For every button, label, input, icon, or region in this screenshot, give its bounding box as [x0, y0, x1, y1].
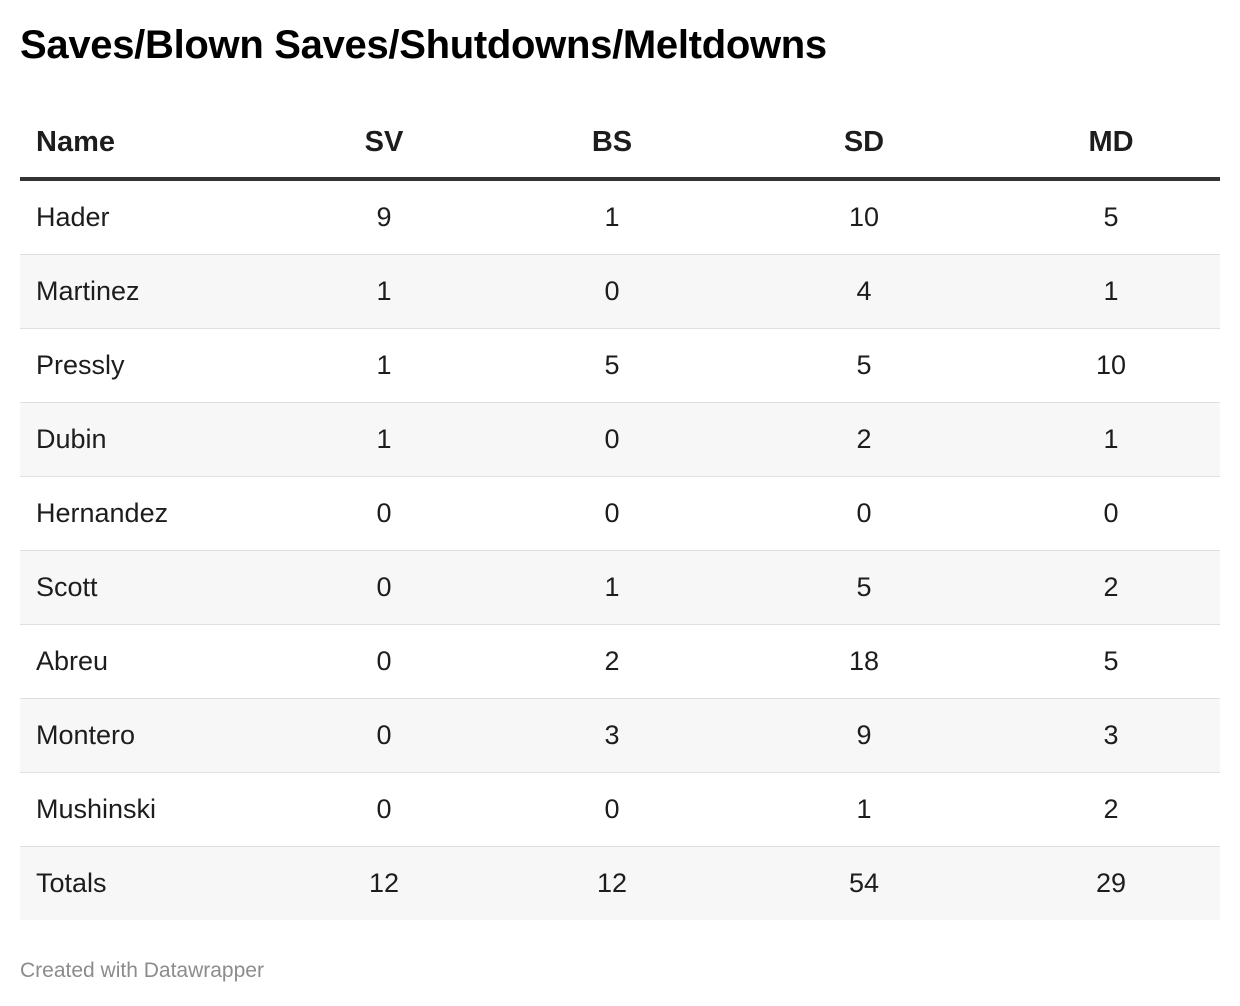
cell-sv: 1: [270, 254, 498, 329]
header-row: Name SV BS SD MD: [20, 107, 1220, 181]
table-row: Hader 9 1 10 5: [20, 179, 1220, 255]
cell-bs: 1: [498, 179, 726, 255]
cell-name: Martinez: [20, 254, 270, 329]
cell-sv: 9: [270, 179, 498, 255]
cell-sd: 54: [726, 846, 1002, 920]
table-row: Mushinski 0 0 1 2: [20, 772, 1220, 847]
table-row: Abreu 0 2 18 5: [20, 624, 1220, 699]
cell-sd: 0: [726, 476, 1002, 551]
cell-sd: 5: [726, 328, 1002, 403]
cell-name: Montero: [20, 698, 270, 773]
cell-sv: 1: [270, 402, 498, 477]
cell-sv: 0: [270, 772, 498, 847]
cell-md: 5: [1002, 179, 1220, 255]
cell-name: Hernandez: [20, 476, 270, 551]
cell-name: Hader: [20, 179, 270, 255]
column-header-bs[interactable]: BS: [498, 107, 726, 181]
cell-bs: 2: [498, 624, 726, 699]
table-body: Hader 9 1 10 5 Martinez 1 0 4 1 Pressly 1 5 5 10 Dubin 1…: [20, 179, 1220, 920]
cell-md: 1: [1002, 254, 1220, 329]
cell-md: 3: [1002, 698, 1220, 773]
cell-name: Mushinski: [20, 772, 270, 847]
table-row: Scott 0 1 5 2: [20, 550, 1220, 625]
cell-sv: 0: [270, 624, 498, 699]
table-row: Dubin 1 0 2 1: [20, 402, 1220, 477]
cell-md: 29: [1002, 846, 1220, 920]
cell-bs: 0: [498, 402, 726, 477]
cell-sd: 1: [726, 772, 1002, 847]
cell-sv: 0: [270, 550, 498, 625]
cell-md: 0: [1002, 476, 1220, 551]
data-table: Name SV BS SD MD Hader 9 1 10 5 Martinez 1 0 4 1 P…: [20, 107, 1220, 920]
table-row: Martinez 1 0 4 1: [20, 254, 1220, 329]
table-row: Montero 0 3 9 3: [20, 698, 1220, 773]
cell-bs: 1: [498, 550, 726, 625]
cell-sv: 0: [270, 476, 498, 551]
column-header-sv[interactable]: SV: [270, 107, 498, 181]
cell-sd: 2: [726, 402, 1002, 477]
cell-sd: 10: [726, 179, 1002, 255]
column-header-name[interactable]: Name: [20, 107, 270, 181]
cell-bs: 0: [498, 772, 726, 847]
column-header-md[interactable]: MD: [1002, 107, 1220, 181]
cell-bs: 12: [498, 846, 726, 920]
cell-sd: 4: [726, 254, 1002, 329]
totals-row: Totals 12 12 54 29: [20, 846, 1220, 920]
table-header: Name SV BS SD MD: [20, 107, 1220, 181]
cell-name: Dubin: [20, 402, 270, 477]
cell-md: 5: [1002, 624, 1220, 699]
column-header-sd[interactable]: SD: [726, 107, 1002, 181]
cell-sv: 0: [270, 698, 498, 773]
cell-md: 2: [1002, 772, 1220, 847]
cell-bs: 0: [498, 476, 726, 551]
table-row: Hernandez 0 0 0 0: [20, 476, 1220, 551]
cell-sv: 1: [270, 328, 498, 403]
cell-name: Abreu: [20, 624, 270, 699]
cell-md: 2: [1002, 550, 1220, 625]
cell-md: 10: [1002, 328, 1220, 403]
cell-name: Scott: [20, 550, 270, 625]
cell-md: 1: [1002, 402, 1220, 477]
cell-bs: 5: [498, 328, 726, 403]
cell-sd: 18: [726, 624, 1002, 699]
cell-sv: 12: [270, 846, 498, 920]
cell-sd: 5: [726, 550, 1002, 625]
cell-bs: 3: [498, 698, 726, 773]
chart-title: Saves/Blown Saves/Shutdowns/Meltdowns: [20, 23, 827, 67]
cell-bs: 0: [498, 254, 726, 329]
cell-sd: 9: [726, 698, 1002, 773]
table-row: Pressly 1 5 5 10: [20, 328, 1220, 403]
cell-name: Pressly: [20, 328, 270, 403]
data-table-container: Name SV BS SD MD Hader 9 1 10 5 Martinez 1 0 4 1 P…: [20, 107, 1220, 920]
footer-credit: Created with Datawrapper: [20, 959, 264, 982]
cell-name: Totals: [20, 846, 270, 920]
